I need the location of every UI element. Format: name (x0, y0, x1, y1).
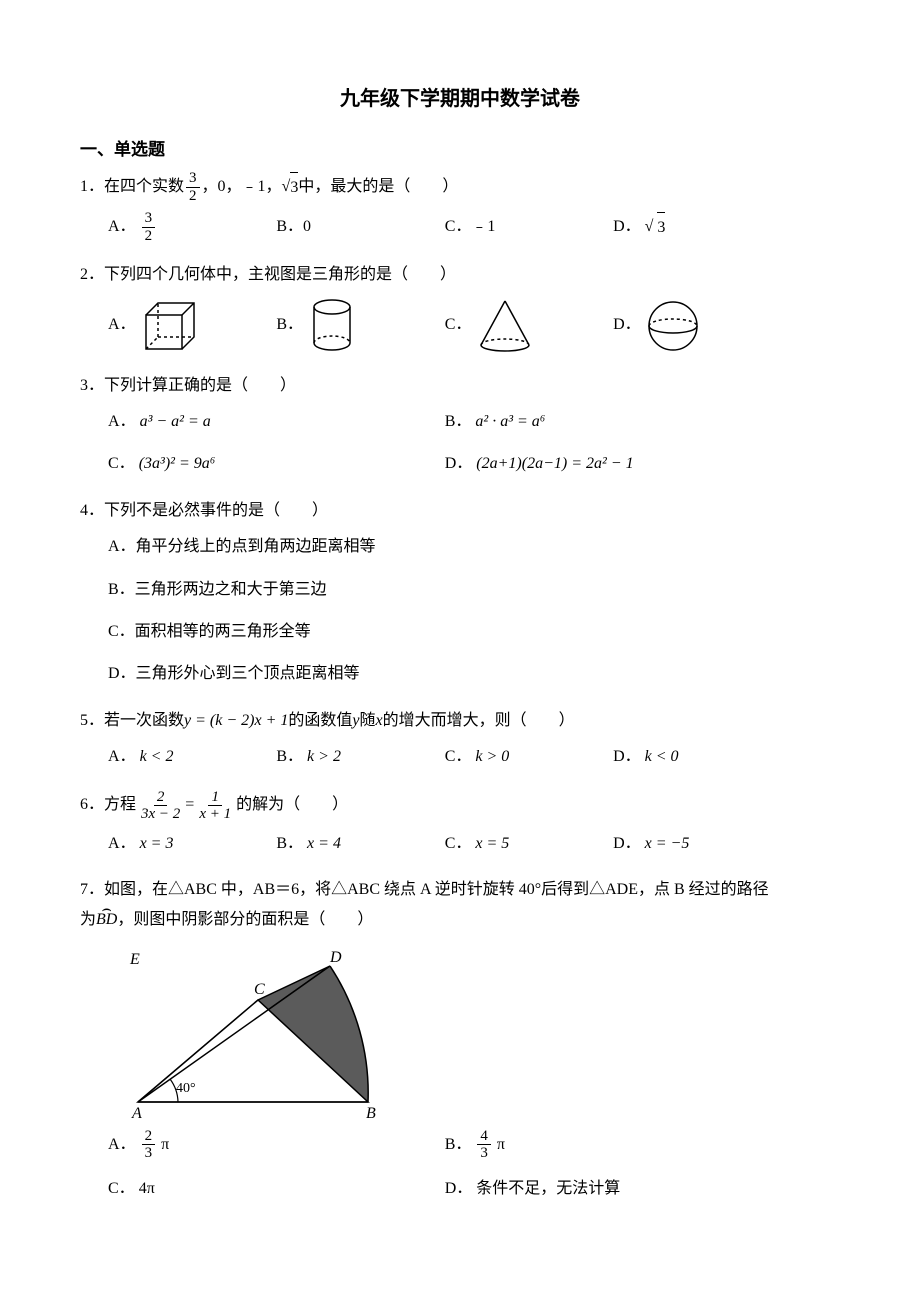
q6-option-a: A．x = 3 (108, 829, 276, 859)
q7-option-c: C．4π (108, 1174, 445, 1204)
q6-rhs-frac: 1 x + 1 (196, 789, 234, 823)
section-header: 一、单选题 (80, 134, 840, 166)
q5-option-c: C．k > 0 (445, 742, 613, 772)
q2-option-d: D． (613, 298, 781, 354)
question-1: 1．在四个实数 3 2 ，0，﹣1， √3 中，最大的是（ ） A． 3 2 B… (80, 170, 840, 250)
q5-stem-a: 5．若一次函数 (80, 706, 184, 736)
label-e: E (129, 951, 140, 968)
q4-stem: 4．下列不是必然事件的是（ ） (80, 496, 328, 526)
label-c: C (254, 981, 265, 998)
q2-option-a: A． (108, 299, 276, 353)
sphere-icon (645, 298, 701, 354)
question-2: 2．下列四个几何体中，主视图是三角形的是（ ） A． (80, 260, 840, 360)
label-a: A (131, 1105, 142, 1122)
q3-option-a: A．a³ − a² = a (108, 407, 445, 437)
label-angle: 40° (176, 1081, 196, 1096)
q6-stem-b: 的解为（ ） (236, 790, 348, 820)
label-b: B (366, 1105, 376, 1122)
q6-stem-a: 6．方程 (80, 790, 136, 820)
q4-option-c: C．面积相等的两三角形全等 (108, 617, 840, 647)
q1-option-b: B．0 (276, 210, 444, 244)
q2-option-c: C． (445, 297, 613, 355)
q1-option-a: A． 3 2 (108, 210, 276, 244)
q1-stem-b: ，0，﹣1， (202, 172, 282, 202)
q1-sqrt-arg: 3 (290, 172, 298, 203)
arc-bd: BD (96, 905, 117, 935)
label-d: D (329, 949, 342, 966)
question-6: 6．方程 2 3x − 2 = 1 x + 1 的解为（ ） A．x = 3 B… (80, 789, 840, 865)
q7-option-d: D．条件不足，无法计算 (445, 1174, 782, 1204)
q2-option-b: B． (276, 297, 444, 355)
page-title: 九年级下学期期中数学试卷 (80, 80, 840, 118)
q5-option-b: B．k > 2 (276, 742, 444, 772)
q7-diagram: E D C A B 40° (108, 942, 388, 1122)
q1-option-c: C．﹣1 (445, 210, 613, 244)
q1-frac: 3 2 (186, 170, 200, 204)
q2-stem: 2．下列四个几何体中，主视图是三角形的是（ ） (80, 260, 456, 290)
q3-stem: 3．下列计算正确的是（ ） (80, 371, 296, 401)
q4-option-a: A．角平分线上的点到角两边距离相等 (108, 532, 840, 562)
q3-option-b: B．a² · a³ = a⁶ (445, 407, 782, 437)
cone-icon (475, 297, 535, 355)
cube-icon (140, 299, 200, 353)
q3-option-d: D．(2a+1)(2a−1) = 2a² − 1 (445, 449, 782, 479)
q5-option-d: D．k < 0 (613, 742, 781, 772)
q5-option-a: A．k < 2 (108, 742, 276, 772)
q7-option-a: A． 2 3 π (108, 1128, 445, 1162)
cylinder-icon (307, 297, 357, 355)
q5-eq: y = (k − 2)x + 1 (184, 706, 288, 736)
q7-option-b: B． 4 3 π (445, 1128, 782, 1162)
q4-option-b: B．三角形两边之和大于第三边 (108, 575, 840, 605)
q4-option-d: D．三角形外心到三个顶点距离相等 (108, 659, 840, 689)
q3-option-c: C．(3a³)² = 9a⁶ (108, 449, 445, 479)
q6-lhs-frac: 2 3x − 2 (138, 789, 183, 823)
question-3: 3．下列计算正确的是（ ） A．a³ − a² = a B．a² · a³ = … (80, 371, 840, 486)
sqrt-symbol: √ (282, 172, 291, 202)
question-4: 4．下列不是必然事件的是（ ） A．角平分线上的点到角两边距离相等 B．三角形两… (80, 496, 840, 696)
question-7: 7．如图，在△ABC 中，AB＝6，将△ABC 绕点 A 逆时针旋转 40°后得… (80, 875, 840, 1210)
q6-option-b: B．x = 4 (276, 829, 444, 859)
q1-stem-a: 1．在四个实数 (80, 172, 184, 202)
q1-option-d: D． √3 (613, 210, 781, 244)
question-5: 5．若一次函数 y = (k − 2)x + 1 的函数值 y 随 x 的增大而… (80, 706, 840, 779)
q6-option-c: C．x = 5 (445, 829, 613, 859)
q6-option-d: D．x = −5 (613, 829, 781, 859)
q1-stem-c: 中，最大的是（ ） (298, 172, 458, 202)
q7-stem-a: 7．如图，在△ABC 中，AB＝6，将△ABC 绕点 A 逆时针旋转 40°后得… (80, 881, 769, 898)
